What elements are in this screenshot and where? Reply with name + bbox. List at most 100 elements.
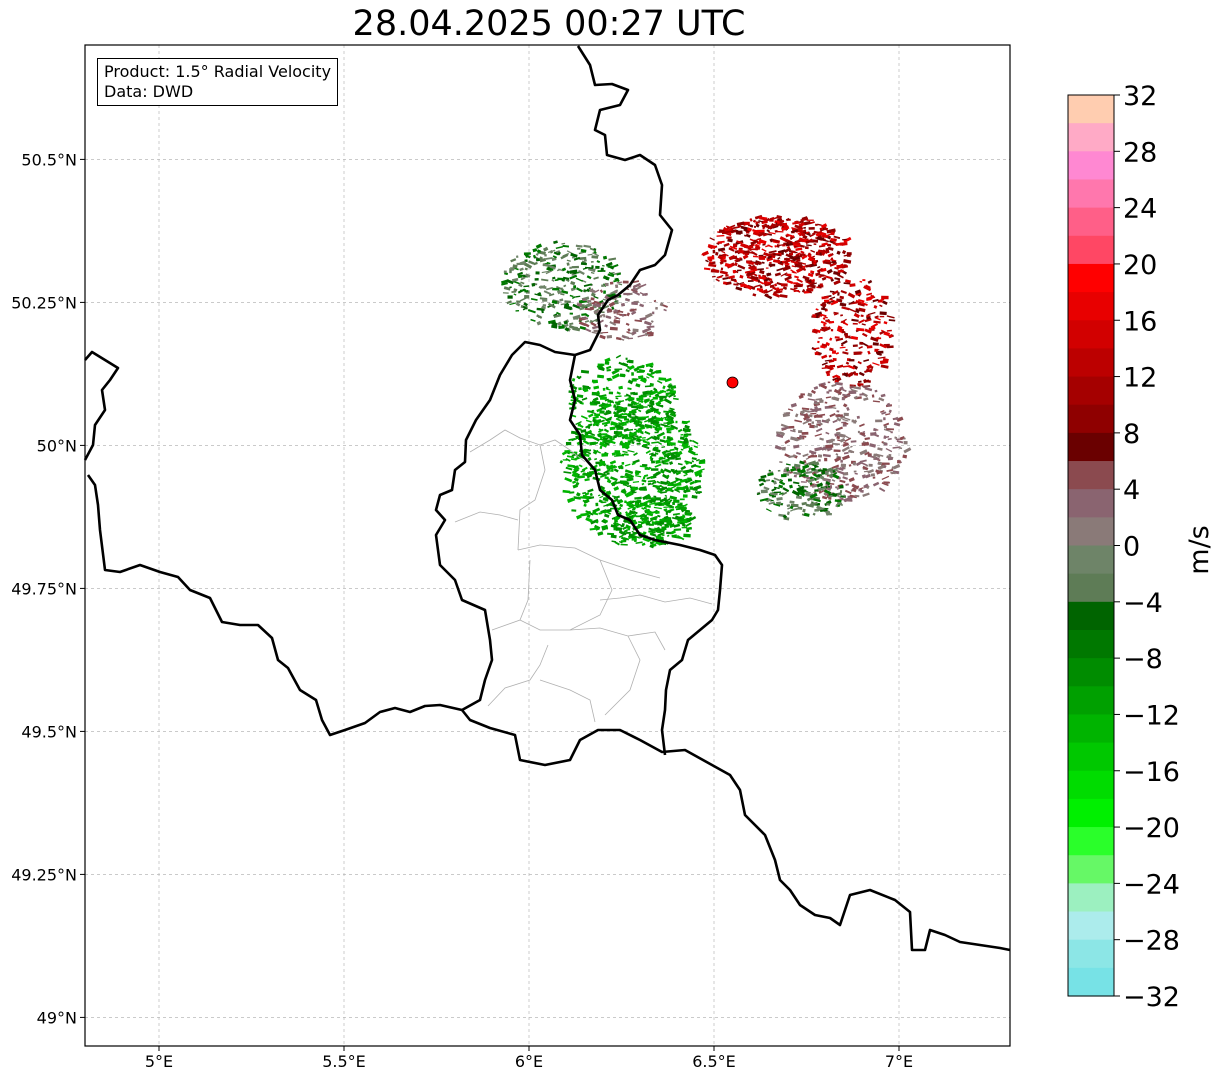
echo-pixel bbox=[840, 463, 847, 468]
echo-pixel bbox=[793, 253, 800, 260]
echo-pixel bbox=[801, 481, 807, 483]
echo-pixel bbox=[621, 373, 626, 377]
echo-pixel bbox=[857, 430, 860, 434]
echo-pixel bbox=[587, 456, 592, 462]
echo-pixel bbox=[592, 302, 602, 308]
echo-pixel bbox=[548, 264, 556, 270]
echo-pixel bbox=[809, 493, 814, 497]
echo-pixel bbox=[642, 537, 650, 543]
echo-pixel bbox=[740, 225, 748, 230]
echo-pixel bbox=[543, 246, 549, 252]
echo-pixel bbox=[629, 510, 638, 515]
echo-pixel bbox=[649, 511, 657, 514]
echo-pixel bbox=[686, 518, 690, 520]
echo-pixel bbox=[822, 478, 830, 483]
echo-pixel bbox=[878, 397, 885, 402]
echo-pixel bbox=[591, 255, 599, 259]
echo-pixel bbox=[881, 462, 890, 465]
echo-pixel bbox=[636, 442, 641, 445]
echo-pixel bbox=[723, 242, 730, 248]
echo-pixel bbox=[807, 272, 814, 278]
echo-pixel bbox=[707, 255, 715, 261]
echo-pixel bbox=[613, 309, 619, 314]
echo-pixel bbox=[652, 481, 657, 484]
echo-pixel bbox=[809, 424, 815, 429]
echo-pixel bbox=[644, 519, 649, 524]
colorbar-tick-label: −12 bbox=[1123, 700, 1180, 731]
echo-pixel bbox=[662, 534, 665, 537]
echo-pixel bbox=[609, 426, 616, 431]
echo-pixel bbox=[616, 507, 621, 510]
echo-pixel bbox=[594, 289, 600, 293]
lat-tick-label: 50°N bbox=[37, 436, 77, 455]
echo-pixel bbox=[759, 285, 763, 289]
lat-tick-label: 49.25°N bbox=[11, 865, 77, 884]
echo-pixel bbox=[653, 388, 658, 392]
echo-pixel bbox=[835, 381, 843, 386]
echo-pixel bbox=[620, 543, 628, 546]
echo-pixel bbox=[639, 513, 646, 519]
echo-pixel bbox=[612, 411, 620, 416]
echo-pixel bbox=[817, 454, 823, 458]
echo-pixel bbox=[750, 250, 758, 256]
echo-pixel bbox=[893, 422, 901, 427]
echo-pixel bbox=[592, 436, 600, 442]
echo-pixel bbox=[869, 368, 873, 372]
echo-pixel bbox=[728, 247, 731, 250]
colorbar-swatch bbox=[1068, 855, 1114, 884]
echo-pixel bbox=[659, 396, 664, 401]
echo-pixel bbox=[613, 435, 617, 439]
echo-pixel bbox=[663, 422, 670, 424]
echo-pixel bbox=[846, 406, 850, 412]
colorbar-swatch bbox=[1068, 686, 1114, 716]
radar-site-marker[interactable] bbox=[726, 376, 739, 389]
echo-pixel bbox=[639, 303, 645, 308]
echo-pixel bbox=[801, 501, 807, 506]
echo-pixel bbox=[848, 449, 853, 454]
echo-pixel bbox=[587, 253, 593, 256]
echo-pixel bbox=[819, 283, 823, 287]
echo-pixel bbox=[839, 437, 846, 443]
echo-pixel bbox=[757, 268, 765, 271]
echo-pixel bbox=[687, 477, 692, 481]
echo-pixel bbox=[841, 331, 846, 334]
echo-pixel bbox=[644, 504, 651, 508]
echo-pixel bbox=[644, 419, 650, 423]
echo-pixel bbox=[760, 489, 768, 494]
echo-pixel bbox=[649, 395, 652, 398]
echo-pixel bbox=[661, 303, 668, 308]
echo-pixel bbox=[753, 262, 758, 265]
echo-pixel bbox=[578, 321, 587, 327]
echo-pixel bbox=[663, 452, 672, 458]
echo-pixel bbox=[722, 276, 729, 280]
echo-pixel bbox=[825, 370, 831, 374]
echo-pixel bbox=[691, 460, 695, 463]
echo-pixel bbox=[879, 330, 885, 335]
echo-pixel bbox=[586, 471, 593, 476]
echo-pixel bbox=[826, 502, 831, 506]
echo-pixel bbox=[847, 292, 856, 299]
echo-pixel bbox=[774, 272, 781, 277]
echo-pixel bbox=[781, 251, 784, 256]
echo-pixel bbox=[766, 272, 770, 277]
lon-tick-label: 5°E bbox=[145, 1052, 173, 1071]
echo-pixel bbox=[606, 479, 612, 484]
echo-pixel bbox=[867, 350, 871, 355]
echo-pixel bbox=[758, 231, 766, 237]
echo-pixel bbox=[627, 414, 630, 417]
echo-pixel bbox=[606, 335, 613, 339]
echo-pixel bbox=[830, 231, 835, 236]
country-borders bbox=[83, 45, 1011, 952]
echo-pixel bbox=[805, 457, 809, 460]
echo-pixel bbox=[852, 322, 858, 325]
echo-pixel bbox=[796, 267, 803, 274]
echo-pixel bbox=[728, 254, 736, 260]
echo-pixel bbox=[715, 278, 720, 282]
echo-pixel bbox=[584, 307, 591, 311]
echo-pixel bbox=[885, 413, 891, 416]
echo-pixel bbox=[784, 247, 792, 253]
colorbar-tick-label: 32 bbox=[1123, 81, 1157, 112]
echo-pixel bbox=[691, 439, 699, 445]
echo-pixel bbox=[679, 498, 685, 501]
